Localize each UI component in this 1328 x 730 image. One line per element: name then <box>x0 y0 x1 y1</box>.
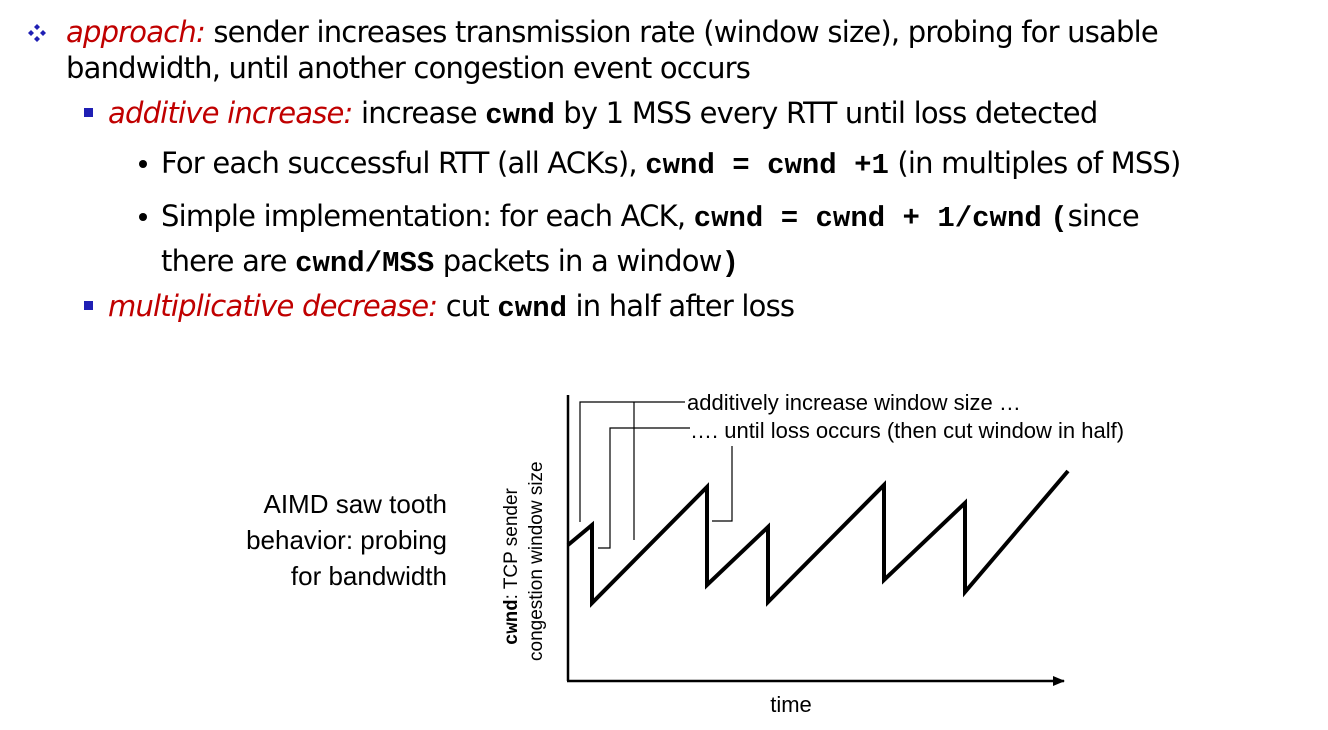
simple-implementation-text-before: Simple implementation: for each ACK, <box>161 199 686 233</box>
aimd-description-line3: for bandwidth <box>290 561 447 591</box>
additive-increase-bullet: additive increase: increase cwnd by 1 MS… <box>108 95 1098 134</box>
approach-label: approach: <box>66 15 206 49</box>
cwnd-sawtooth-line <box>566 469 1070 608</box>
successful-rtt-text-before: For each successful RTT (all ACKs), <box>161 146 638 180</box>
additive-increase-label: additive increase: <box>108 96 353 130</box>
multiplicative-decrease-bullet: multiplicative decrease: cut cwnd in hal… <box>108 288 795 327</box>
blue-square-bullet-icon <box>84 108 93 117</box>
multiplicative-decrease-code: cwnd <box>497 292 568 325</box>
round-dot-bullet-icon <box>139 160 147 168</box>
approach-text-line1: sender increases transmission rate (wind… <box>213 15 1158 49</box>
additive-increase-code: cwnd <box>485 99 555 132</box>
simple-implementation-line2-code: cwnd/MSS <box>295 247 435 280</box>
approach-bullet: approach: sender increases transmission … <box>66 14 1159 51</box>
aimd-description: AIMD saw tooth behavior: probing for ban… <box>180 486 447 594</box>
simple-implementation-code: cwnd = cwnd + 1/cwnd <box>693 202 1042 235</box>
annotation2-leader <box>598 427 690 549</box>
simple-implementation-bullet: Simple implementation: for each ACK, cwn… <box>161 198 1140 237</box>
simple-implementation-line2-after: packets in a window <box>442 244 723 278</box>
approach-text-line2: bandwidth, until another congestion even… <box>66 51 751 85</box>
annotation1-leader <box>579 401 685 522</box>
blue-square-bullet-icon <box>84 301 93 310</box>
diamond-cluster-bullet-icon <box>28 24 46 42</box>
simple-implementation-paren-open: ( <box>1050 202 1068 235</box>
multiplicative-decrease-label: multiplicative decrease: <box>108 289 438 323</box>
approach-bullet-line2: bandwidth, until another congestion even… <box>66 50 751 87</box>
multiplicative-decrease-text-before: cut <box>445 289 490 323</box>
successful-rtt-bullet: For each successful RTT (all ACKs), cwnd… <box>161 145 1181 184</box>
simple-implementation-paren-close: ) <box>721 247 740 280</box>
successful-rtt-text-after: (in multiples of MSS) <box>897 146 1181 180</box>
y-axis-label-line1: cwnd: TCP sender <box>501 487 523 645</box>
successful-rtt-code: cwnd = cwnd +1 <box>645 149 889 182</box>
aimd-description-line2: behavior: probing <box>246 525 447 555</box>
multiplicative-decrease-text-after: in half after loss <box>575 289 795 323</box>
annotation-until-loss: …. until loss occurs (then cut window in… <box>690 418 1124 443</box>
additive-increase-text-before: increase <box>360 96 478 130</box>
y-axis-label-line2: congestion window size <box>526 461 547 661</box>
simple-implementation-bullet-line2: there are cwnd/MSS packets in a window) <box>161 243 739 282</box>
annotation2-leader-second <box>712 446 733 522</box>
annotation-additive-increase: additively increase window size … <box>687 390 1021 415</box>
additive-increase-text-after: by 1 MSS every RTT until loss detected <box>563 96 1098 130</box>
simple-implementation-line2-before: there are <box>161 244 287 278</box>
x-axis-label: time <box>770 692 812 717</box>
aimd-description-line1: AIMD saw tooth <box>263 489 447 519</box>
round-dot-bullet-icon <box>139 213 147 221</box>
simple-implementation-text-after: since <box>1067 199 1140 233</box>
y-axis-cwnd-code: cwnd <box>501 599 523 645</box>
y-axis-label-line1-rest: : TCP sender <box>501 487 522 599</box>
